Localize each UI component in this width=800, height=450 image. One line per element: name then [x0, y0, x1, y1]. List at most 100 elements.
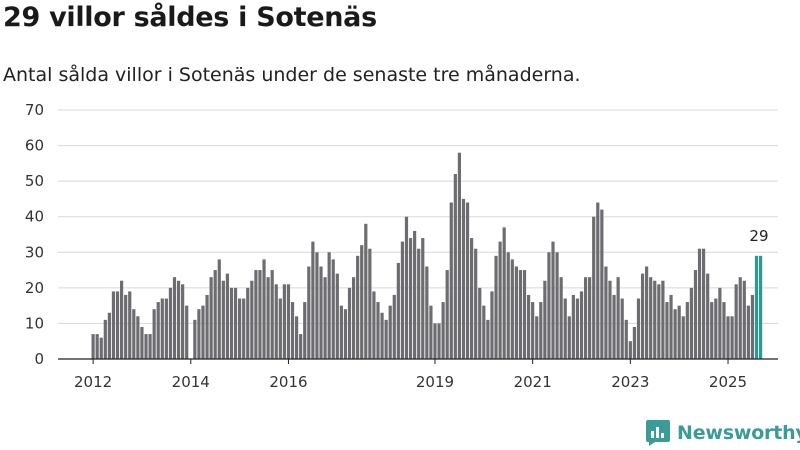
bar — [213, 270, 217, 359]
bar — [518, 270, 523, 359]
bar-chart: 0 10 20 30 40 50 60 70 2012 2014 2016 2019 2021 2023… — [25, 101, 778, 391]
bar — [604, 266, 608, 359]
bar — [319, 266, 323, 359]
bar — [449, 202, 453, 359]
bar — [433, 323, 437, 359]
bar — [535, 316, 539, 359]
bar — [392, 294, 396, 359]
bar — [270, 270, 274, 359]
bar — [653, 280, 657, 359]
bar — [258, 270, 262, 359]
bar — [356, 255, 360, 359]
bar — [327, 252, 331, 359]
bar — [706, 273, 710, 359]
bar — [506, 252, 510, 359]
bar — [726, 316, 730, 359]
bar — [474, 248, 478, 359]
bar — [681, 316, 685, 359]
bar — [278, 298, 282, 359]
bar — [645, 266, 649, 359]
bar — [132, 309, 136, 359]
bar — [502, 227, 506, 359]
bar — [470, 238, 474, 359]
bar — [429, 305, 433, 359]
bar — [238, 298, 242, 359]
bar — [453, 174, 457, 359]
bar — [592, 216, 596, 359]
bar — [307, 266, 311, 359]
x-tick-label: 2014 — [172, 373, 210, 391]
bar — [588, 277, 592, 359]
bar — [209, 277, 213, 359]
bar — [510, 259, 514, 359]
bar — [718, 287, 722, 359]
bar — [531, 302, 535, 359]
bar — [266, 277, 270, 359]
bar — [437, 323, 441, 359]
bar — [722, 302, 726, 359]
bar — [514, 266, 518, 359]
bar — [331, 259, 335, 359]
y-tick-label: 30 — [25, 243, 44, 261]
bar — [233, 287, 238, 359]
bar — [640, 273, 645, 359]
bar — [710, 302, 714, 359]
bar — [111, 291, 116, 359]
y-axis-labels: 0 10 20 30 40 50 60 70 — [25, 101, 44, 368]
bar — [217, 259, 221, 359]
bar — [290, 302, 295, 359]
y-tick-label: 50 — [25, 172, 44, 190]
bar — [103, 319, 107, 359]
bar — [559, 277, 563, 359]
x-axis-ticks: 2012 2014 2016 2019 2021 2023 2025 — [74, 359, 747, 391]
bar — [596, 202, 600, 359]
bar — [539, 302, 543, 359]
bar — [673, 309, 677, 359]
bar — [457, 152, 461, 359]
bar — [608, 280, 612, 359]
bar — [734, 284, 738, 359]
bar — [689, 287, 693, 359]
bar — [620, 298, 624, 359]
bar — [115, 291, 120, 359]
bar — [225, 273, 230, 359]
x-tick-label: 2021 — [514, 373, 552, 391]
bar — [714, 298, 718, 359]
x-tick-label: 2019 — [416, 373, 454, 391]
bar — [119, 280, 124, 359]
bar — [742, 280, 746, 359]
bar — [254, 270, 258, 359]
y-tick-label: 70 — [25, 101, 44, 119]
bar — [693, 270, 698, 359]
bar — [144, 334, 148, 359]
bar — [579, 291, 584, 359]
highlight-bar — [754, 255, 759, 359]
bar — [360, 245, 364, 359]
bar — [380, 312, 384, 359]
bar — [685, 302, 689, 359]
bar — [168, 287, 173, 359]
bar — [697, 248, 702, 359]
bar — [571, 294, 575, 359]
bar — [404, 216, 409, 359]
x-tick-label: 2023 — [611, 373, 649, 391]
bar — [274, 284, 278, 359]
latest-value-label: 29 — [749, 227, 768, 245]
bar — [286, 284, 291, 359]
bar — [368, 248, 372, 359]
bar — [339, 305, 343, 359]
bars — [91, 152, 763, 359]
bar — [425, 266, 429, 359]
bar — [583, 277, 588, 359]
y-tick-label: 20 — [25, 279, 44, 297]
bar — [250, 280, 254, 359]
bar — [124, 294, 128, 359]
bar — [575, 298, 580, 359]
bar — [461, 198, 466, 359]
bar — [107, 312, 111, 359]
bar — [400, 241, 405, 359]
bar — [311, 241, 315, 359]
x-tick-label: 2016 — [269, 373, 307, 391]
bar — [376, 302, 380, 359]
bar — [702, 248, 706, 359]
